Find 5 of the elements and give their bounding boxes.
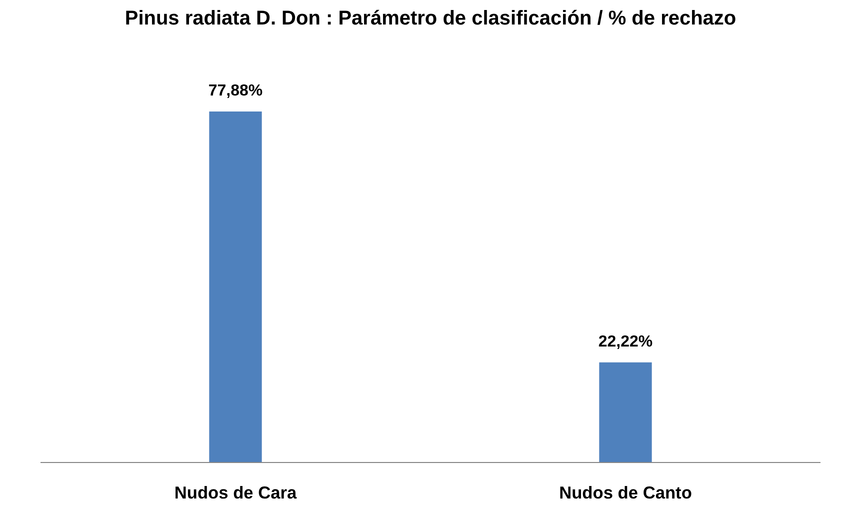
data-label: 22,22% (598, 333, 653, 350)
x-tick-label: Nudos de Canto (559, 482, 692, 502)
x-tick-label: Nudos de Cara (174, 482, 298, 502)
chart-title: Pinus radiata D. Don : Parámetro de clasificación / % de rechazo (124, 8, 736, 30)
data-label: 77,88% (208, 82, 263, 100)
